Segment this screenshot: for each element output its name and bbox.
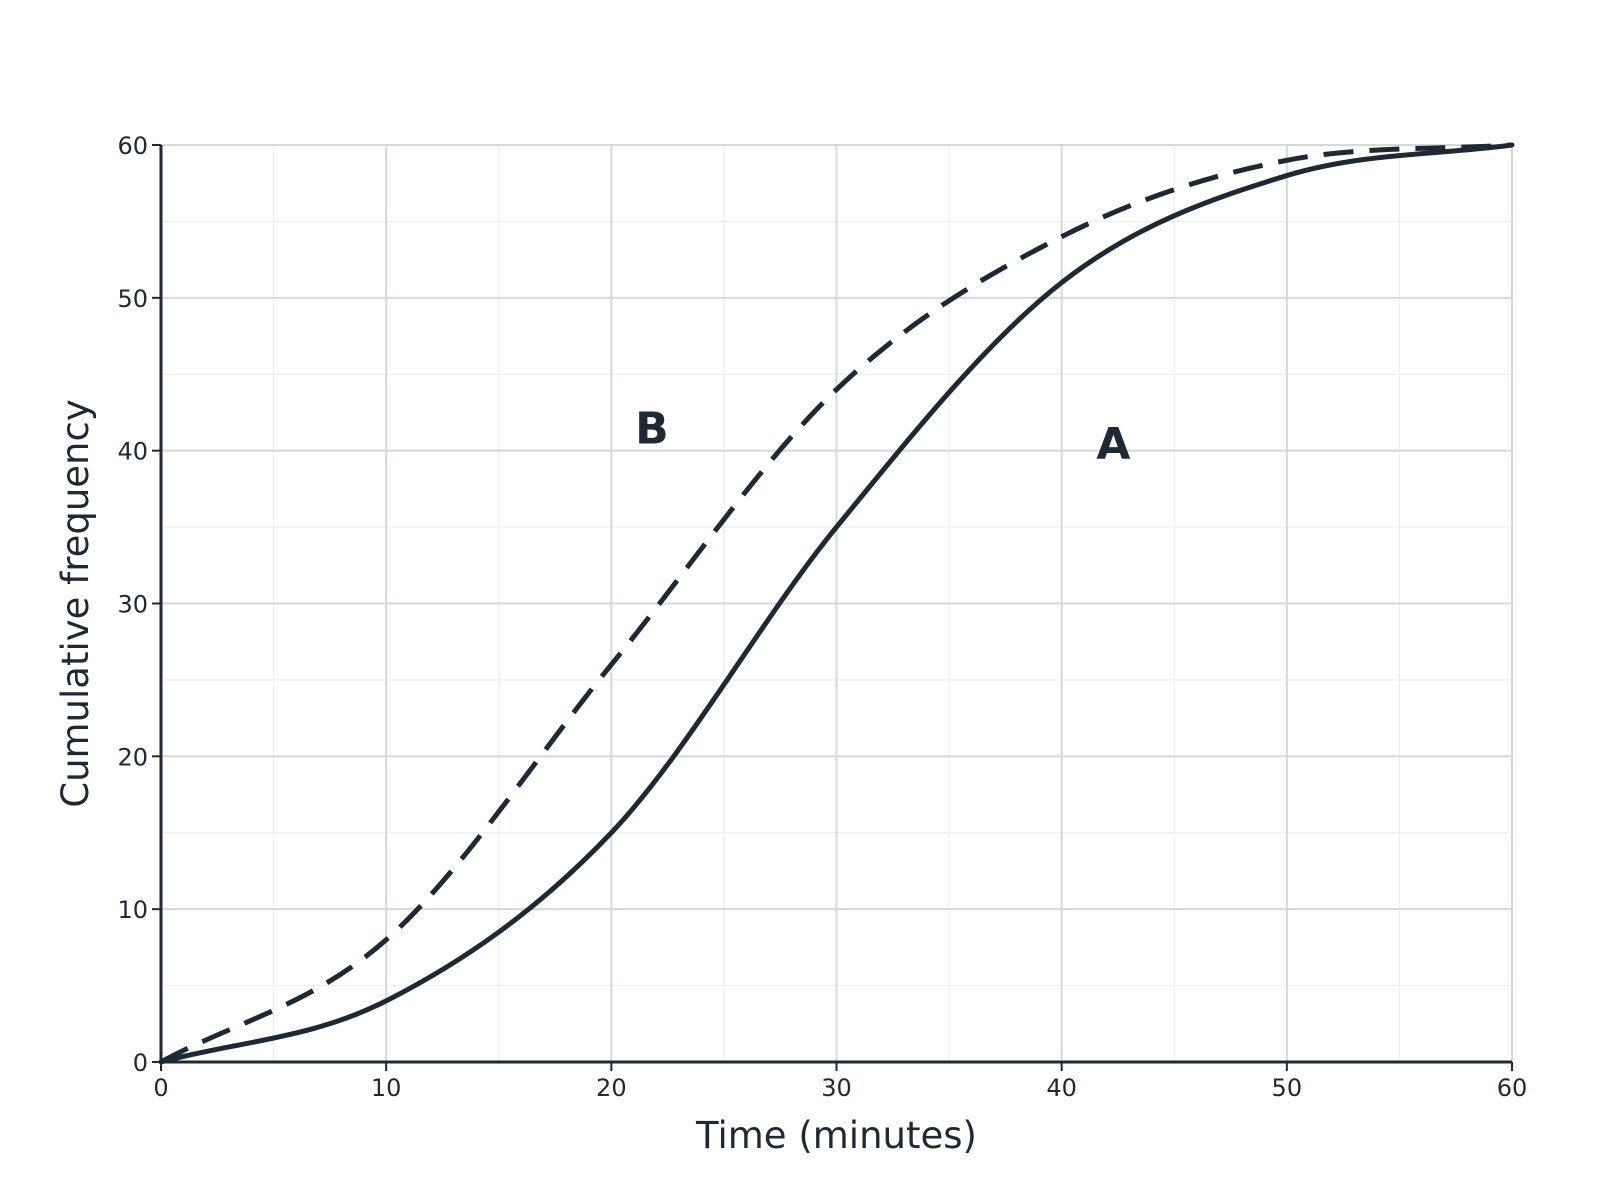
x-tick-label: 50 xyxy=(1272,1074,1303,1102)
y-tick-label: 10 xyxy=(117,896,148,924)
series-label-b: B xyxy=(635,404,669,455)
series-label-a: A xyxy=(1096,419,1130,470)
x-tick-label: 10 xyxy=(371,1074,402,1102)
x-tick-label: 60 xyxy=(1497,1074,1528,1102)
tick-labels: 0 10 20 30 40 50 60 0 10 20 30 40 50 60 xyxy=(117,132,1527,1102)
x-tick-label: 0 xyxy=(153,1074,168,1102)
y-tick-label: 60 xyxy=(117,132,148,160)
series-line-b xyxy=(159,142,1513,1065)
x-tick-label: 40 xyxy=(1046,1074,1077,1102)
x-tick-label: 30 xyxy=(821,1074,852,1102)
y-axis-title: Cumulative frequency xyxy=(54,399,97,808)
y-tick-label: 50 xyxy=(117,285,148,313)
x-tick-label: 20 xyxy=(596,1074,627,1102)
series-labels: AB xyxy=(635,404,1130,470)
y-tick-label: 0 xyxy=(133,1049,148,1077)
y-tick-label: 30 xyxy=(117,591,148,619)
y-tick-label: 20 xyxy=(117,743,148,771)
x-axis-title: Time (minutes) xyxy=(695,1114,977,1157)
y-tick-label: 40 xyxy=(117,438,148,466)
series-line-a xyxy=(158,142,1515,1065)
major-gridlines xyxy=(161,144,1513,1062)
series-lines xyxy=(158,142,1515,1065)
